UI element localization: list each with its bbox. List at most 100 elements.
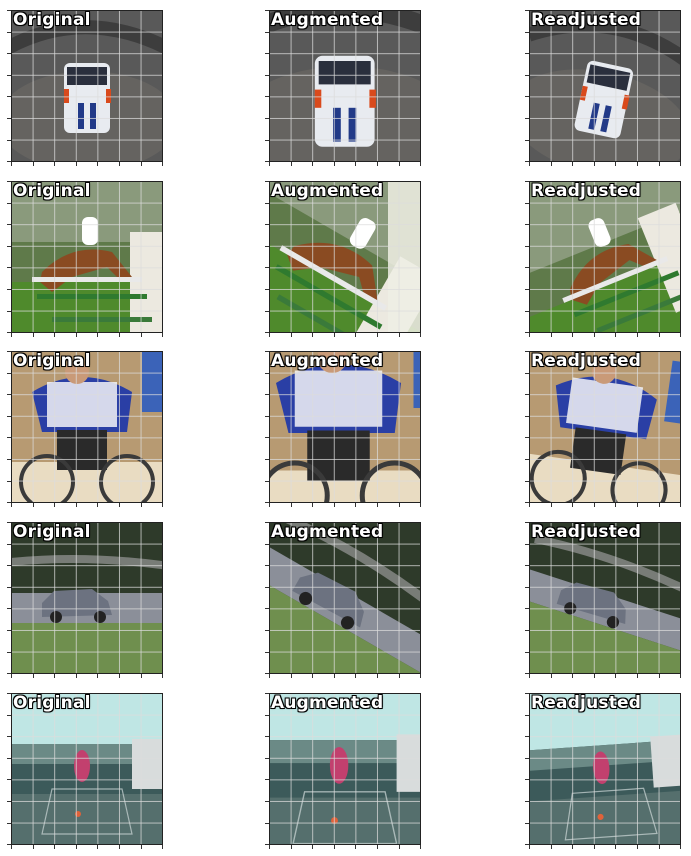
y-tick — [265, 203, 269, 204]
y-tick — [7, 181, 11, 182]
x-tick — [377, 333, 378, 337]
x-tick — [659, 674, 660, 678]
x-tick — [529, 845, 530, 849]
y-tick — [7, 758, 11, 759]
x-tick — [659, 333, 660, 337]
x-tick — [269, 503, 270, 507]
x-tick — [11, 674, 12, 678]
x-tick — [420, 845, 421, 849]
x-tick — [420, 333, 421, 337]
panel-label: Original — [13, 181, 91, 201]
panel-image — [530, 182, 680, 332]
y-tick — [265, 181, 269, 182]
x-tick — [54, 162, 55, 166]
y-tick — [7, 224, 11, 225]
x-tick — [615, 162, 616, 166]
x-ticks — [11, 674, 163, 679]
y-tick — [525, 844, 529, 845]
x-tick — [551, 162, 552, 166]
x-tick — [11, 503, 12, 507]
x-tick — [54, 503, 55, 507]
panel-image — [12, 182, 162, 332]
x-tick — [334, 845, 335, 849]
y-tick — [525, 311, 529, 312]
y-ticks — [525, 522, 530, 674]
x-tick — [680, 674, 681, 678]
y-tick — [525, 161, 529, 162]
x-tick — [377, 503, 378, 507]
y-tick — [525, 246, 529, 247]
x-tick — [594, 503, 595, 507]
x-tick — [334, 333, 335, 337]
x-tick — [162, 162, 163, 166]
y-tick — [7, 332, 11, 333]
x-tick — [572, 845, 573, 849]
x-tick — [119, 333, 120, 337]
x-ticks — [11, 162, 163, 167]
y-tick — [7, 844, 11, 845]
y-tick — [525, 289, 529, 290]
y-tick — [7, 161, 11, 162]
x-tick — [54, 845, 55, 849]
panel-original-5: Original — [11, 693, 163, 845]
x-tick — [11, 333, 12, 337]
x-tick — [594, 845, 595, 849]
y-tick — [525, 801, 529, 802]
x-tick — [529, 162, 530, 166]
x-tick — [76, 503, 77, 507]
x-tick — [551, 503, 552, 507]
y-tick — [7, 394, 11, 395]
x-ticks — [11, 503, 163, 508]
x-tick — [162, 674, 163, 678]
panel-label: Augmented — [271, 10, 384, 30]
x-tick — [615, 503, 616, 507]
x-tick — [355, 333, 356, 337]
y-tick — [7, 267, 11, 268]
x-tick — [420, 503, 421, 507]
y-tick — [525, 96, 529, 97]
x-tick — [355, 674, 356, 678]
panel-label: Readjusted — [531, 351, 642, 371]
x-tick — [291, 333, 292, 337]
y-tick — [525, 437, 529, 438]
x-tick — [334, 162, 335, 166]
panel-image — [270, 11, 420, 161]
x-ticks — [11, 333, 163, 338]
y-tick — [265, 673, 269, 674]
y-tick — [525, 544, 529, 545]
y-ticks — [265, 351, 270, 503]
y-tick — [7, 53, 11, 54]
x-tick — [334, 503, 335, 507]
y-tick — [265, 75, 269, 76]
x-tick — [572, 674, 573, 678]
y-tick — [265, 161, 269, 162]
y-tick — [265, 140, 269, 141]
x-tick — [97, 845, 98, 849]
panel-label: Readjusted — [531, 181, 642, 201]
x-tick — [659, 503, 660, 507]
y-tick — [265, 652, 269, 653]
y-tick — [525, 779, 529, 780]
x-tick — [141, 503, 142, 507]
y-tick — [265, 118, 269, 119]
x-tick — [377, 162, 378, 166]
y-tick — [265, 394, 269, 395]
x-tick — [594, 333, 595, 337]
x-tick — [33, 333, 34, 337]
x-tick — [291, 674, 292, 678]
x-tick — [551, 674, 552, 678]
panel-augmented-1: Augmented — [269, 10, 421, 162]
panel-label: Original — [13, 351, 91, 371]
y-tick — [265, 96, 269, 97]
x-tick — [615, 674, 616, 678]
y-ticks — [7, 10, 12, 162]
y-tick — [7, 502, 11, 503]
x-tick — [637, 674, 638, 678]
y-tick — [525, 416, 529, 417]
x-tick — [615, 845, 616, 849]
y-tick — [265, 502, 269, 503]
x-tick — [680, 845, 681, 849]
x-tick — [572, 333, 573, 337]
panel-image — [12, 694, 162, 844]
y-tick — [525, 758, 529, 759]
